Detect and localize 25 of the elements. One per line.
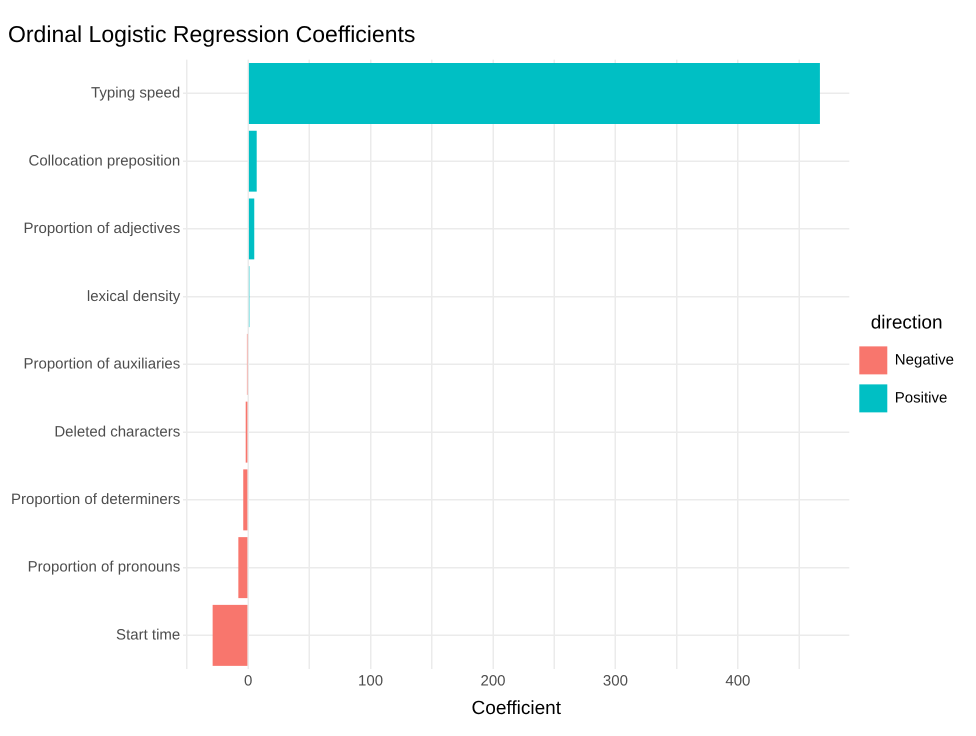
y-tick-label: Typing speed	[91, 84, 180, 102]
bar	[243, 469, 248, 530]
bar	[248, 198, 254, 260]
x-tick-label: 300	[602, 672, 628, 690]
y-tick-label: lexical density	[86, 288, 181, 305]
y-tick-label: Proportion of auxiliaries	[24, 356, 180, 373]
bar	[212, 604, 248, 666]
legend-label: Negative	[894, 352, 954, 369]
y-tick-label: Deleted characters	[54, 423, 180, 440]
y-tick-label: Collocation preposition	[28, 152, 180, 170]
y-tick-label: Start time	[116, 626, 180, 644]
x-tick-label: 400	[725, 672, 750, 690]
bar	[248, 130, 257, 192]
x-tick-label: 200	[480, 672, 506, 690]
y-tick-label: Proportion of determiners	[11, 491, 180, 508]
y-tick-label: Proportion of pronouns	[28, 558, 180, 576]
y-tick-label: Proportion of adjectives	[23, 220, 180, 238]
legend-label: Positive	[894, 390, 948, 407]
x-tick-label: 100	[358, 672, 384, 690]
bar	[238, 537, 248, 598]
x-tick-label: 0	[244, 672, 252, 690]
legend-title: direction	[870, 312, 943, 334]
x-axis-title: Coefficient	[472, 698, 562, 719]
bar	[248, 62, 820, 124]
chart-title: Ordinal Logistic Regression Coefficients	[8, 21, 416, 48]
